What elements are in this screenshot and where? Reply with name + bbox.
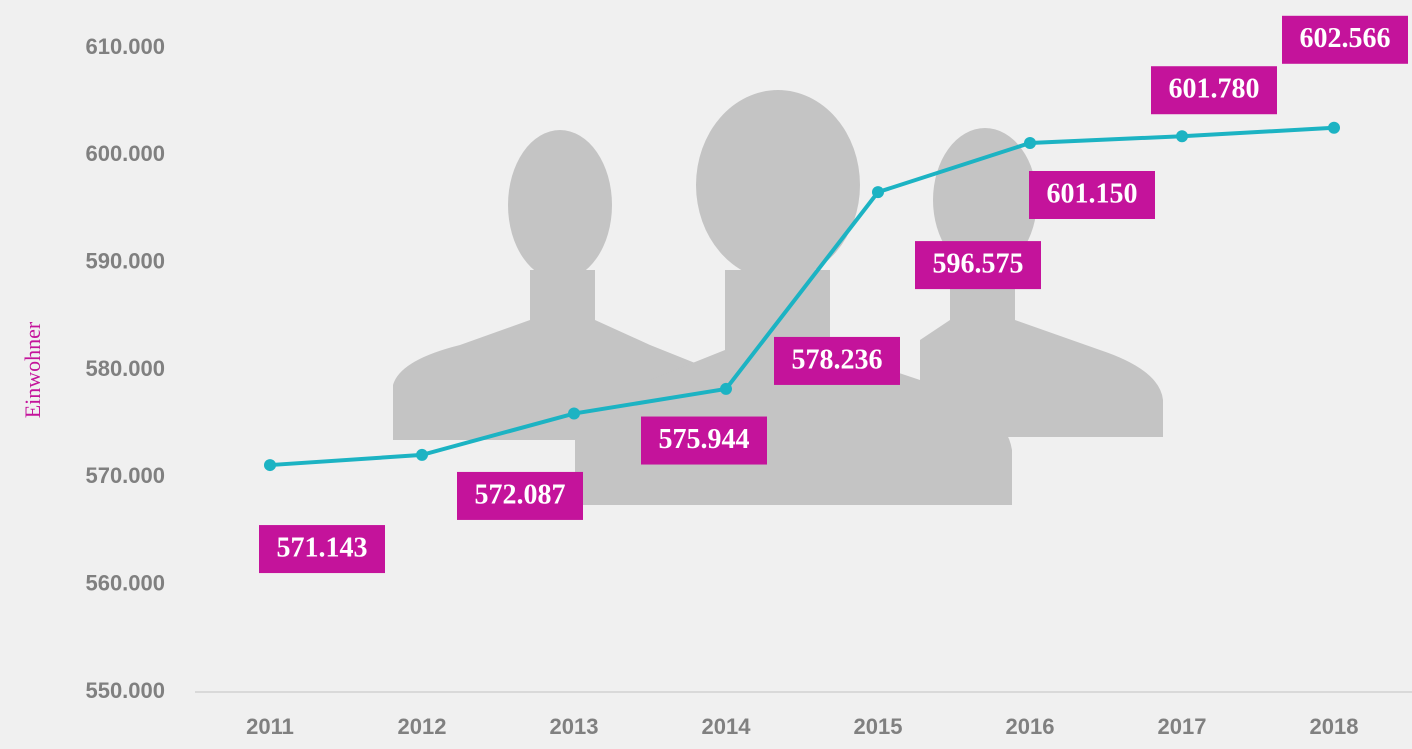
point: [872, 186, 884, 199]
x-tick-label: 2011: [246, 714, 294, 739]
value-label: 575.944: [659, 424, 750, 455]
point: [1328, 121, 1340, 134]
x-tick-label: 2015: [854, 714, 903, 739]
value-label: 602.566: [1300, 23, 1391, 54]
point: [416, 448, 428, 461]
y-axis-label: Einwohner: [20, 321, 45, 418]
value-label: 601.780: [1169, 74, 1260, 105]
label-box: [457, 471, 583, 520]
point: [264, 459, 276, 472]
label-box: [774, 336, 900, 385]
label-box: [1151, 66, 1277, 115]
x-tick-label: 2017: [1158, 714, 1207, 739]
y-tick-label: 570.000: [85, 463, 165, 488]
x-tick-label: 2016: [1006, 714, 1055, 739]
y-tick-label: 590.000: [85, 248, 165, 273]
label-box: [641, 416, 767, 465]
people-silhouette: [393, 90, 1163, 505]
y-tick-label: 610.000: [85, 34, 165, 59]
x-tick-label: 2014: [702, 714, 752, 739]
value-label: 601.150: [1047, 178, 1138, 209]
label-box: [1282, 15, 1408, 64]
value-label: 571.143: [277, 532, 368, 563]
x-tick-label: 2012: [398, 714, 447, 739]
x-tick-label: 2013: [550, 714, 599, 739]
value-label: 578.236: [792, 344, 883, 375]
y-tick-label: 600.000: [85, 141, 165, 166]
value-label: 596.575: [933, 249, 1024, 280]
point: [1024, 136, 1036, 149]
y-tick-label: 550.000: [85, 678, 165, 703]
x-tick-label: 2018: [1310, 714, 1359, 739]
line: [269, 125, 1335, 468]
label-box: [915, 241, 1041, 290]
point: [720, 382, 732, 395]
point: [568, 407, 580, 420]
y-tick-label: 560.000: [85, 570, 165, 595]
y-tick-label: 580.000: [85, 356, 165, 381]
value-label: 572.087: [475, 479, 566, 510]
label-box: [1029, 170, 1155, 219]
label-box: [259, 525, 385, 574]
point: [1176, 130, 1188, 143]
